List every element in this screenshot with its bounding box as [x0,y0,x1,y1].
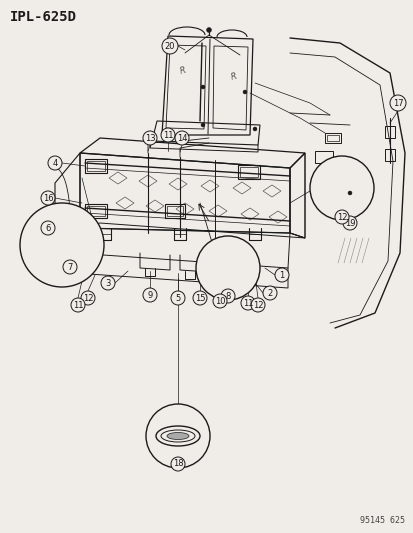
Text: 4: 4 [52,158,57,167]
Text: 15: 15 [194,294,205,303]
Bar [384,126,394,138]
Bar [211,263,243,269]
Circle shape [146,404,209,468]
Bar [165,204,185,218]
Bar [202,262,206,270]
Bar [55,238,71,250]
Circle shape [242,90,247,94]
Bar [87,206,105,216]
Circle shape [63,260,77,274]
Circle shape [212,294,226,308]
Bar [314,151,332,163]
Bar [240,167,257,177]
Circle shape [262,286,276,300]
Circle shape [171,457,185,471]
Text: R: R [178,66,187,76]
Text: 8: 8 [225,292,230,301]
Bar [384,149,394,161]
Bar [207,261,247,271]
Text: 7: 7 [67,262,73,271]
Circle shape [389,95,405,111]
Bar [87,161,105,171]
Text: 20: 20 [164,42,175,51]
Text: 1: 1 [279,271,284,279]
Circle shape [142,288,157,302]
Circle shape [161,38,178,54]
Text: 11: 11 [73,301,83,310]
Text: 12: 12 [83,294,93,303]
Text: 95145 625: 95145 625 [359,516,404,525]
Circle shape [81,291,95,305]
Text: 6: 6 [45,223,50,232]
Circle shape [20,203,104,287]
Text: 19: 19 [344,219,354,228]
Text: 13: 13 [144,133,155,142]
Text: 18: 18 [172,459,183,469]
Text: IPL-625D: IPL-625D [10,10,77,24]
Circle shape [347,191,351,195]
Text: 12: 12 [336,213,347,222]
Circle shape [309,156,373,220]
Text: 9: 9 [147,290,152,300]
Circle shape [201,85,204,89]
Text: 17: 17 [392,99,402,108]
Text: 2: 2 [267,288,272,297]
Circle shape [334,210,348,224]
Circle shape [161,128,175,142]
Circle shape [142,131,157,145]
Circle shape [201,123,204,127]
Circle shape [41,221,55,235]
Text: 11: 11 [162,131,173,140]
Circle shape [171,291,185,305]
Text: 5: 5 [175,294,180,303]
Circle shape [274,268,288,282]
Circle shape [342,216,356,230]
Text: 12: 12 [252,301,263,310]
Text: 14: 14 [176,133,187,142]
Circle shape [252,127,256,131]
Ellipse shape [166,432,189,440]
Bar [249,262,255,270]
Circle shape [221,289,235,303]
Bar [85,159,107,173]
Circle shape [192,291,206,305]
Bar [237,165,259,179]
Polygon shape [38,221,86,259]
Bar [52,235,74,253]
Circle shape [41,191,55,205]
Bar [85,204,107,218]
Circle shape [175,131,189,145]
Bar [326,135,338,141]
Bar [204,258,252,274]
Text: 11: 11 [242,298,253,308]
Text: 16: 16 [43,193,53,203]
Text: R: R [230,72,237,82]
Text: 10: 10 [214,296,225,305]
Bar [324,133,340,143]
Text: 3: 3 [105,279,110,287]
Circle shape [206,28,211,33]
Circle shape [240,296,254,310]
Bar [166,206,183,216]
Circle shape [195,236,259,300]
Circle shape [48,156,62,170]
Circle shape [101,276,115,290]
Circle shape [250,298,264,312]
Circle shape [71,298,85,312]
